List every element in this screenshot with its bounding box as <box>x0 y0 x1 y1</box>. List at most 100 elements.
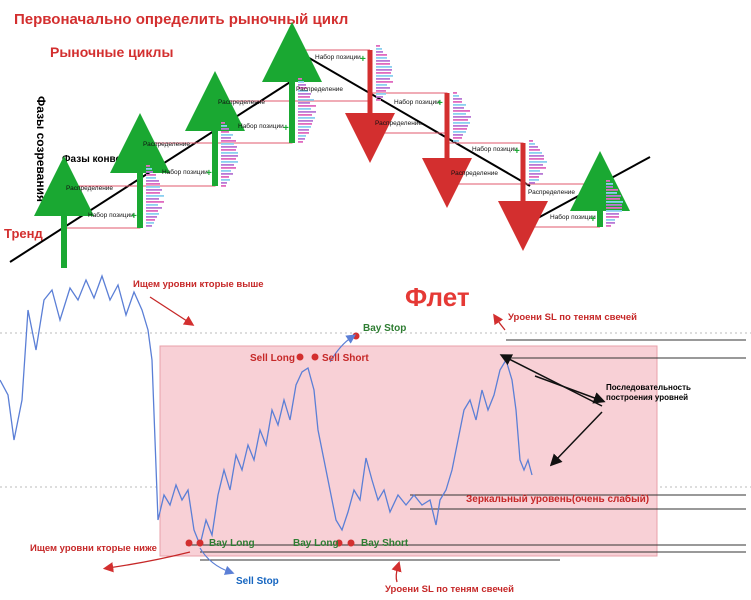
phase-label-acc-2: Набор позиции <box>162 168 208 176</box>
volume-bar <box>529 143 535 145</box>
volume-bar <box>376 66 392 68</box>
volume-bar <box>298 84 306 86</box>
volume-bar <box>298 78 302 80</box>
volume-bar <box>146 213 159 215</box>
volume-bar <box>298 132 309 134</box>
volume-bar <box>453 116 471 118</box>
volume-profiles <box>146 45 623 227</box>
volume-bar <box>221 164 234 166</box>
volume-bar <box>453 113 466 115</box>
volume-bar <box>606 225 611 227</box>
volume-bar <box>376 48 382 50</box>
volume-bar <box>529 161 547 163</box>
annotation-find-below: Ищем уровни кторые ниже <box>30 543 157 554</box>
volume-bar <box>376 72 391 74</box>
volume-bar <box>298 129 309 131</box>
dot-bay-long-mid-2 <box>347 539 355 547</box>
volume-bar <box>221 149 236 151</box>
flat-zone <box>159 345 658 557</box>
volume-bar <box>453 134 463 136</box>
volume-bar <box>221 161 238 163</box>
plus-sign-1: + <box>131 211 137 222</box>
volume-bar <box>298 108 311 110</box>
volume-bar <box>376 63 390 65</box>
sequence-arrow-2 <box>549 411 603 467</box>
volume-bar <box>376 81 393 83</box>
volume-bar <box>146 210 158 212</box>
volume-bar <box>529 176 539 178</box>
plus-sign-6: + <box>514 146 520 157</box>
annotation-find-below-arrow <box>102 551 191 573</box>
volume-bar <box>221 182 227 184</box>
volume-bar <box>453 137 462 139</box>
volume-bar <box>298 99 314 101</box>
phase-label-dist-1: Распределение <box>66 185 113 192</box>
volume-bar <box>221 152 238 154</box>
volume-bar <box>298 102 310 104</box>
volume-bar <box>606 207 622 209</box>
volume-bar <box>298 138 305 140</box>
phase-label-acc-1: Набор позиции <box>88 211 134 219</box>
volume-bar <box>221 137 231 139</box>
annotation-sl-top-arrow <box>493 313 506 331</box>
volume-bar <box>606 186 613 188</box>
volume-bar <box>606 222 615 224</box>
volume-bar <box>221 134 233 136</box>
volume-bar <box>298 105 316 107</box>
phase-label-dist-4: Распределение <box>296 86 343 93</box>
flat-title: Флет <box>405 282 470 312</box>
volume-bar <box>529 158 544 160</box>
phase-label-dist-2: Распределение <box>143 141 190 148</box>
annotation-sl-top: Уроени SL по теням свечей <box>508 312 637 323</box>
annotation-sl-bottom: Уроени SL по теням свечей <box>385 584 514 595</box>
volume-bar <box>453 98 462 100</box>
volume-bar <box>606 204 622 206</box>
phase-label-acc-3: Набор позиции <box>238 122 284 130</box>
volume-bar <box>298 126 311 128</box>
volume-bar <box>298 117 315 119</box>
volume-bar <box>453 92 457 94</box>
volume-bar <box>146 222 154 224</box>
volume-bar <box>453 110 470 112</box>
label-sell-long: Sell Long <box>250 353 295 364</box>
price-line <box>0 274 533 548</box>
phase-label-dist-3: Распределение <box>218 99 265 106</box>
volume-bar <box>298 87 307 89</box>
mirror-level-label: Зеркальный уровень(очень слабый) <box>466 493 649 505</box>
volume-bar <box>146 225 152 227</box>
dot-bay-stop <box>352 332 360 340</box>
volume-bar <box>146 207 162 209</box>
volume-bar <box>376 96 383 98</box>
volume-bar <box>376 78 390 80</box>
volume-bar <box>606 189 618 191</box>
volume-bar <box>606 192 617 194</box>
up-arrows <box>34 22 630 268</box>
volume-bar <box>453 140 459 142</box>
volume-bar <box>529 182 535 184</box>
volume-bar <box>529 155 544 157</box>
volume-bar <box>298 111 316 113</box>
volume-bar <box>453 119 468 121</box>
volume-bar <box>529 152 542 154</box>
phase-levels <box>64 49 600 229</box>
volume-bar <box>221 158 236 160</box>
volume-bar <box>146 180 159 182</box>
volume-bar <box>606 201 623 203</box>
phase-label-acc-7: Набор позиции <box>550 213 596 221</box>
volume-bar <box>146 183 160 185</box>
volume-bar <box>376 84 387 86</box>
sequence-note-line1: Последовательность <box>606 383 691 392</box>
dot-sell-short <box>311 353 319 361</box>
volume-bar <box>146 186 160 188</box>
volume-bar <box>146 216 157 218</box>
label-sell-stop: Sell Stop <box>236 576 279 587</box>
volume-bar <box>453 101 462 103</box>
plus-sign-4: + <box>360 54 366 65</box>
volume-bar <box>376 54 387 56</box>
dot-bay-long-left-1 <box>185 539 193 547</box>
volume-bar <box>529 167 546 169</box>
volume-bar <box>453 128 467 130</box>
volume-bar <box>221 143 234 145</box>
annotation-sl-bottom-arrow <box>391 561 402 583</box>
